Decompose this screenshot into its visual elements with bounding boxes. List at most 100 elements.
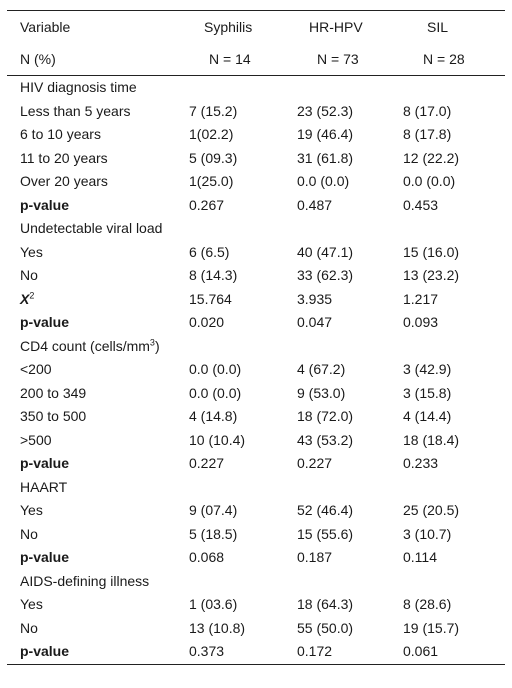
- cell-syphilis: 6 (6.5): [189, 243, 230, 260]
- cell-sil: 3 (42.9): [403, 361, 452, 377]
- table-row: 350 to 500 4 (14.8) 18 (72.0) 4 (14.4): [7, 405, 505, 429]
- row-label-text: p-value: [20, 643, 70, 659]
- n-syphilis: N = 14: [209, 51, 251, 67]
- cell-syphilis: 0.068: [189, 549, 225, 565]
- cell-sil: 3 (15.8): [403, 384, 452, 401]
- row-label: p-value: [20, 640, 69, 664]
- table-row: No 8 (14.3) 33 (62.3) 13 (23.2): [7, 264, 505, 288]
- section-label: Undetectable viral load: [20, 217, 162, 241]
- row-label-text: <200: [20, 361, 52, 377]
- cell-syphilis: 1(25.0): [189, 173, 234, 189]
- row-label: <200: [20, 358, 52, 382]
- cell-sil: 8 (17.0): [403, 102, 452, 119]
- cell-sil: 0.114: [403, 549, 437, 565]
- cell-sil: 3 (10.7): [403, 525, 452, 542]
- section-label: HAART: [20, 476, 67, 500]
- row-label-text: 350 to 500: [20, 408, 87, 424]
- cell-syphilis: 9 (07.4): [189, 502, 238, 518]
- cell-syphilis: 5 (18.5): [189, 525, 238, 542]
- cell-hrhpv: 0.487: [297, 196, 333, 213]
- row-label: p-value: [20, 194, 69, 218]
- cell-hrhpv: 0.0 (0.0): [297, 173, 350, 189]
- row-label: >500: [20, 429, 52, 453]
- cell-sil: 13 (23.2): [403, 267, 460, 283]
- row-label-text: Yes: [20, 502, 43, 518]
- row-label-text: Over 20 years: [20, 173, 108, 189]
- cell-hrhpv: 18 (64.3): [297, 596, 354, 612]
- row-label: X2: [20, 288, 34, 312]
- cell-sil: 15 (16.0): [403, 243, 460, 260]
- section-row: HIV diagnosis time: [7, 76, 505, 100]
- cell-hrhpv: 52 (46.4): [297, 502, 354, 518]
- cell-hrhpv: 3.935: [297, 290, 333, 307]
- row-label-text: p-value: [20, 455, 70, 471]
- cell-syphilis: 1 (03.6): [189, 596, 238, 612]
- row-label-text: p-value: [20, 549, 70, 565]
- p-value-row: p-value 0.267 0.487 0.453: [7, 194, 505, 218]
- cell-syphilis: 13 (10.8): [189, 619, 246, 636]
- cell-syphilis: 0.267: [189, 196, 225, 213]
- superscript: 2: [29, 289, 35, 300]
- row-label: 11 to 20 years: [20, 147, 108, 171]
- cell-hrhpv: 15 (55.6): [297, 525, 354, 542]
- table-row: No 13 (10.8) 55 (50.0) 19 (15.7): [7, 617, 505, 641]
- row-label-text: Undetectable viral load: [20, 220, 163, 236]
- section-row: CD4 count (cells/mm3): [7, 335, 505, 359]
- row-label: No: [20, 523, 38, 547]
- n-hrhpv: N = 73: [317, 51, 359, 67]
- row-label-text: HIV diagnosis time: [20, 79, 137, 95]
- section-row: HAART: [7, 476, 505, 500]
- row-label-text: CD4 count (cells/mm: [20, 337, 150, 354]
- table-row: Less than 5 years 7 (15.2) 23 (52.3) 8 (17.…: [7, 100, 505, 124]
- table-top-rule: [7, 10, 505, 11]
- table-row: Yes 9 (07.4) 52 (46.4) 25 (20.5): [7, 499, 505, 523]
- section-label: AIDS-defining illness: [20, 570, 149, 594]
- row-label: Less than 5 years: [20, 100, 131, 124]
- cell-hrhpv: 4 (67.2): [297, 361, 346, 377]
- cell-hrhpv: 55 (50.0): [297, 619, 354, 636]
- cell-sil: 0.233: [403, 455, 439, 471]
- cell-hrhpv: 23 (52.3): [297, 102, 354, 119]
- row-label: 200 to 349: [20, 382, 86, 406]
- row-label: Yes: [20, 241, 43, 265]
- row-label-text: Yes: [20, 596, 43, 612]
- row-label: 6 to 10 years: [20, 123, 101, 147]
- cell-sil: 0.0 (0.0): [403, 173, 456, 189]
- row-label: Yes: [20, 499, 43, 523]
- row-label-text: No: [20, 525, 38, 542]
- cell-syphilis: 0.227: [189, 455, 225, 471]
- row-label-text: No: [20, 619, 38, 636]
- cell-syphilis: 5 (09.3): [189, 149, 238, 166]
- row-label-text: 200 to 349: [20, 384, 87, 401]
- row-label: No: [20, 264, 38, 288]
- cell-hrhpv: 18 (72.0): [297, 408, 354, 424]
- row-label: 350 to 500: [20, 405, 86, 429]
- row-label-text: >500: [20, 431, 52, 448]
- table-row: <200 0.0 (0.0) 4 (67.2) 3 (42.9): [7, 358, 505, 382]
- label-tail: ): [154, 337, 160, 354]
- cell-syphilis: 0.020: [189, 314, 225, 330]
- cell-hrhpv: 0.047: [297, 314, 333, 330]
- cell-syphilis: 4 (14.8): [189, 408, 238, 424]
- cell-sil: 0.061: [403, 643, 439, 659]
- cell-sil: 19 (15.7): [403, 619, 460, 636]
- cell-sil: 1.217: [403, 290, 439, 307]
- table-row: No 5 (18.5) 15 (55.6) 3 (10.7): [7, 523, 505, 547]
- cell-sil: 8 (17.8): [403, 126, 452, 142]
- cell-sil: 18 (18.4): [403, 431, 460, 448]
- section-row: Undetectable viral load: [7, 217, 505, 241]
- cell-sil: 8 (28.6): [403, 596, 452, 612]
- cell-syphilis: 0.0 (0.0): [189, 384, 242, 401]
- cell-syphilis: 15.764: [189, 290, 232, 307]
- row-label: p-value: [20, 311, 69, 335]
- cell-syphilis: 10 (10.4): [189, 431, 246, 448]
- cell-sil: 12 (22.2): [403, 149, 460, 166]
- header-variable: Variable: [20, 19, 71, 35]
- table-bottom-rule: [7, 663, 505, 665]
- cell-hrhpv: 9 (53.0): [297, 384, 346, 401]
- row-label-text: No: [20, 267, 38, 283]
- cell-hrhpv: 31 (61.8): [297, 149, 354, 166]
- cell-sil: 25 (20.5): [403, 502, 460, 518]
- cell-hrhpv: 19 (46.4): [297, 126, 354, 142]
- cell-sil: 4 (14.4): [403, 408, 452, 424]
